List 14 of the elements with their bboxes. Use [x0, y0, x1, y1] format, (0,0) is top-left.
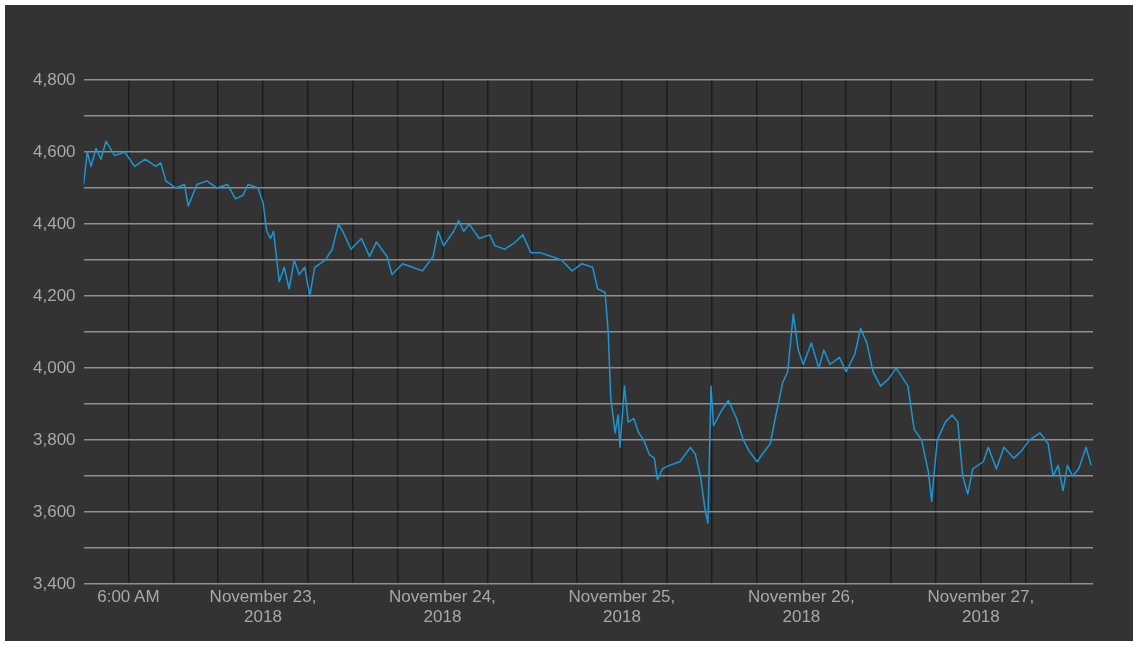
y-tick-label: 4,200 [32, 285, 76, 305]
x-tick-label: November 24, 2018 [389, 587, 496, 627]
y-tick-label: 4,000 [32, 357, 76, 377]
x-tick-label: November 23, 2018 [209, 587, 317, 627]
y-tick-label: 3,800 [32, 429, 76, 449]
y-tick-label: 3,400 [32, 573, 76, 593]
y-tick-label: 4,800 [32, 69, 76, 89]
x-tick-label: November 27, 2018 [927, 587, 1035, 627]
x-tick-label: 6:00 AM [97, 587, 160, 607]
x-tick-label: November 26, 2018 [747, 587, 855, 627]
x-tick-label: November 25, 2018 [568, 587, 676, 627]
y-tick-label: 4,400 [32, 213, 76, 233]
y-tick-label: 4,600 [32, 141, 76, 161]
y-tick-label: 3,600 [32, 501, 76, 521]
